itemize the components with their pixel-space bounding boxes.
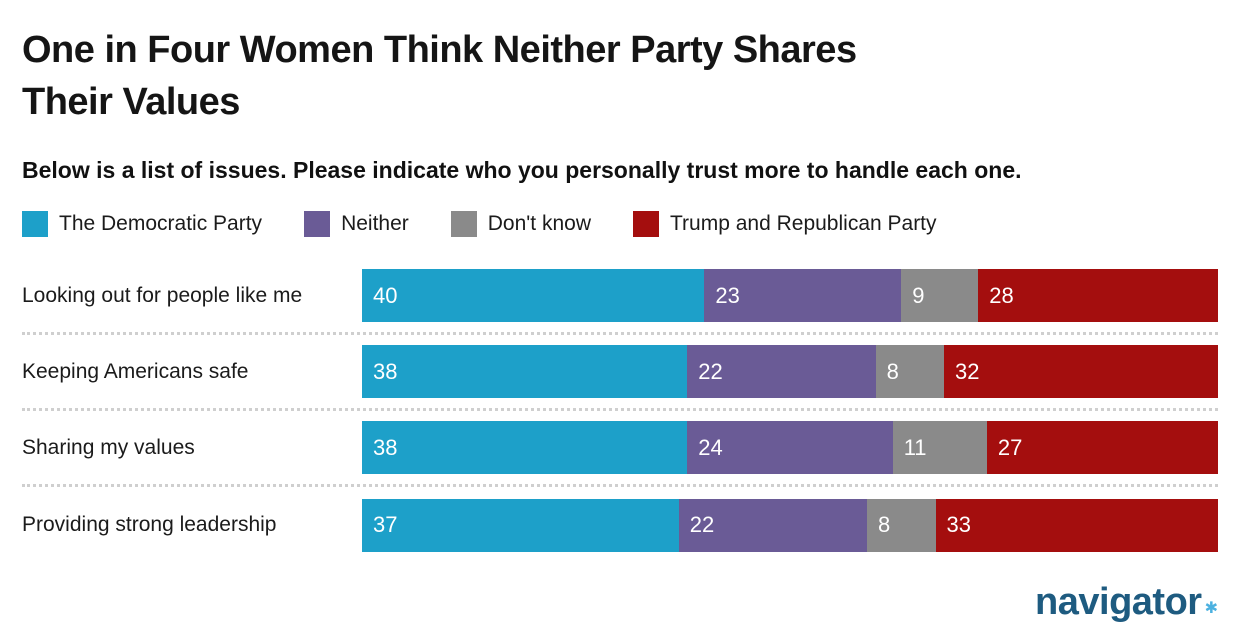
bar-segment: 27 <box>986 421 1218 475</box>
bar-segment: 38 <box>362 345 688 399</box>
category-label: Keeping Americans safe <box>22 359 249 383</box>
segment-value-label: 11 <box>903 434 927 460</box>
bar-segment: 22 <box>687 345 876 399</box>
bar-segment: 9 <box>901 269 979 323</box>
stacked-bar: 38 22 8 32 <box>362 345 1218 399</box>
legend-item: The Democratic Party <box>22 211 263 238</box>
bar-segment: 24 <box>687 421 893 475</box>
stacked-bar: 37 22 8 33 <box>362 498 1218 552</box>
segment-value-label: 23 <box>715 282 740 308</box>
segment-value-label: 28 <box>989 282 1014 308</box>
category-label: Sharing my values <box>22 435 195 459</box>
page-title-line1: One in Four Women Think Neither Party Sh… <box>22 29 857 71</box>
stacked-bar: 40 23 9 28 <box>362 269 1218 323</box>
chart-row: Sharing my values 38 24 11 27 <box>22 411 1218 488</box>
legend-item: Trump and Republican Party <box>633 211 937 238</box>
legend-swatch <box>633 211 659 238</box>
bar-segment: 22 <box>678 498 868 552</box>
chart-row: Keeping Americans safe 38 22 8 32 <box>22 335 1218 412</box>
bar-segment: 32 <box>944 345 1218 399</box>
chart-subtitle: Below is a list of issues. Please indica… <box>22 157 1022 184</box>
logo-text: navigator <box>1035 581 1202 623</box>
segment-value-label: 8 <box>878 512 891 538</box>
page-title: One in Four Women Think Neither Party Sh… <box>22 24 1218 128</box>
segment-value-label: 32 <box>955 358 980 384</box>
legend-swatch <box>304 211 331 238</box>
segment-value-label: 38 <box>373 358 398 384</box>
legend-swatch <box>450 211 477 238</box>
segment-value-label: 37 <box>373 512 398 538</box>
legend-swatch <box>22 211 48 238</box>
chart-row: Providing strong leadership 37 22 8 33 <box>22 487 1218 563</box>
segment-value-label: 27 <box>997 434 1023 460</box>
bar-segment: 11 <box>892 421 987 475</box>
chart-row: Looking out for people like me 40 23 9 28 <box>22 259 1218 336</box>
logo-star-icon: ✱ <box>1204 600 1218 617</box>
legend: The Democratic Party Neither Don't know Tru… <box>22 211 1218 238</box>
legend-label: Trump and Republican Party <box>670 212 937 236</box>
legend-label: Neither <box>341 212 409 236</box>
segment-value-label: 33 <box>946 512 971 538</box>
bar-segment: 8 <box>867 498 936 552</box>
bar-segment: 23 <box>704 269 902 323</box>
page-title-line2: Their Values <box>22 81 240 124</box>
segment-value-label: 22 <box>689 512 715 538</box>
bar-segment: 28 <box>978 269 1218 323</box>
bar-segment: 33 <box>935 498 1218 552</box>
bar-segment: 38 <box>362 421 688 475</box>
category-label: Providing strong leadership <box>22 513 277 537</box>
legend-label: The Democratic Party <box>59 212 263 236</box>
segment-value-label: 40 <box>373 282 398 308</box>
stacked-bar-chart: Looking out for people like me 40 23 9 28 Kee… <box>22 259 1218 563</box>
legend-item: Don't know <box>450 211 591 238</box>
segment-value-label: 24 <box>698 434 723 460</box>
segment-value-label: 9 <box>912 282 925 308</box>
category-label: Looking out for people like me <box>22 283 303 307</box>
bar-segment: 8 <box>875 345 945 399</box>
bar-segment: 37 <box>362 498 679 552</box>
segment-value-label: 38 <box>373 434 398 460</box>
segment-value-label: 22 <box>698 358 723 384</box>
segment-value-label: 8 <box>886 358 899 384</box>
bar-segment: 40 <box>362 269 705 323</box>
stacked-bar: 38 24 11 27 <box>362 421 1218 475</box>
legend-label: Don't know <box>487 212 591 236</box>
legend-item: Neither <box>304 211 409 238</box>
navigator-logo: navigator ✱ <box>1035 581 1218 624</box>
